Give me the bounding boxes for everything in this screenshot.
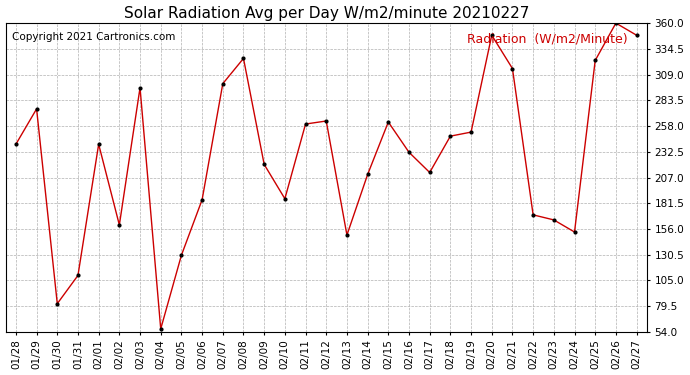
Radiation  (W/m2/Minute) xyxy=(446,134,455,138)
Radiation  (W/m2/Minute) xyxy=(550,217,558,222)
Radiation  (W/m2/Minute) xyxy=(509,66,517,71)
Radiation  (W/m2/Minute) xyxy=(633,33,641,38)
Radiation  (W/m2/Minute) xyxy=(95,142,103,147)
Radiation  (W/m2/Minute) xyxy=(260,162,268,166)
Radiation  (W/m2/Minute) xyxy=(571,230,579,234)
Radiation  (W/m2/Minute) xyxy=(32,106,41,111)
Radiation  (W/m2/Minute) xyxy=(384,120,393,124)
Radiation  (W/m2/Minute) xyxy=(591,58,600,63)
Radiation  (W/m2/Minute) xyxy=(529,213,538,217)
Radiation  (W/m2/Minute) xyxy=(612,21,620,26)
Line: Radiation  (W/m2/Minute): Radiation (W/m2/Minute) xyxy=(13,20,640,332)
Text: Radiation  (W/m2/Minute): Radiation (W/m2/Minute) xyxy=(467,32,628,45)
Radiation  (W/m2/Minute) xyxy=(364,172,372,177)
Radiation  (W/m2/Minute) xyxy=(281,196,289,201)
Radiation  (W/m2/Minute) xyxy=(12,142,20,147)
Radiation  (W/m2/Minute) xyxy=(322,119,331,123)
Radiation  (W/m2/Minute) xyxy=(198,198,206,202)
Radiation  (W/m2/Minute) xyxy=(53,302,61,306)
Text: Copyright 2021 Cartronics.com: Copyright 2021 Cartronics.com xyxy=(12,32,175,42)
Radiation  (W/m2/Minute) xyxy=(239,56,248,61)
Radiation  (W/m2/Minute) xyxy=(157,327,165,331)
Radiation  (W/m2/Minute) xyxy=(219,81,227,86)
Title: Solar Radiation Avg per Day W/m2/minute 20210227: Solar Radiation Avg per Day W/m2/minute … xyxy=(124,6,529,21)
Radiation  (W/m2/Minute) xyxy=(177,253,186,258)
Radiation  (W/m2/Minute) xyxy=(302,122,310,126)
Radiation  (W/m2/Minute) xyxy=(74,273,82,278)
Radiation  (W/m2/Minute) xyxy=(467,130,475,134)
Radiation  (W/m2/Minute) xyxy=(405,150,413,154)
Radiation  (W/m2/Minute) xyxy=(488,33,496,38)
Radiation  (W/m2/Minute) xyxy=(115,223,124,227)
Radiation  (W/m2/Minute) xyxy=(343,233,351,237)
Radiation  (W/m2/Minute) xyxy=(136,86,144,90)
Radiation  (W/m2/Minute) xyxy=(426,170,434,175)
